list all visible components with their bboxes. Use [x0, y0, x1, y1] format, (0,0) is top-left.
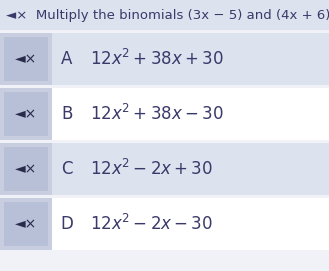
Text: $12x^2 - 2x + 30$: $12x^2 - 2x + 30$ [90, 159, 213, 179]
Text: $12x^2 + 38x + 30$: $12x^2 + 38x + 30$ [90, 49, 223, 69]
FancyBboxPatch shape [4, 202, 48, 246]
Bar [0, 33, 52, 85]
Text: $12x^2 + 38x - 30$: $12x^2 + 38x - 30$ [90, 104, 223, 124]
FancyBboxPatch shape [4, 147, 48, 191]
Text: ◄×: ◄× [15, 217, 37, 231]
Text: ◄×: ◄× [15, 107, 37, 121]
Text: ◄×: ◄× [15, 52, 37, 66]
Bar [0, 88, 52, 140]
Bar [52, 198, 329, 250]
Text: C: C [61, 160, 73, 178]
FancyBboxPatch shape [4, 37, 48, 81]
Bar [52, 33, 329, 85]
Text: B: B [61, 105, 73, 123]
Bar [0, 143, 52, 195]
Text: ◄×: ◄× [15, 162, 37, 176]
Bar [0, 198, 52, 250]
Bar [0, 0, 329, 30]
Bar [52, 143, 329, 195]
Text: D: D [61, 215, 73, 233]
Text: A: A [61, 50, 73, 68]
FancyBboxPatch shape [4, 92, 48, 136]
Bar [52, 88, 329, 140]
Text: $12x^2 - 2x - 30$: $12x^2 - 2x - 30$ [90, 214, 213, 234]
Text: ◄×  Multiply the binomials (3x − 5) and (4x + 6).: ◄× Multiply the binomials (3x − 5) and (… [6, 8, 329, 21]
